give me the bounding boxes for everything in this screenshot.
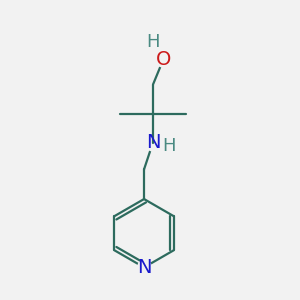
Text: H: H [163, 136, 176, 154]
Text: O: O [156, 50, 171, 69]
Text: N: N [137, 258, 151, 277]
Text: H: H [146, 33, 160, 51]
Text: N: N [146, 133, 160, 152]
